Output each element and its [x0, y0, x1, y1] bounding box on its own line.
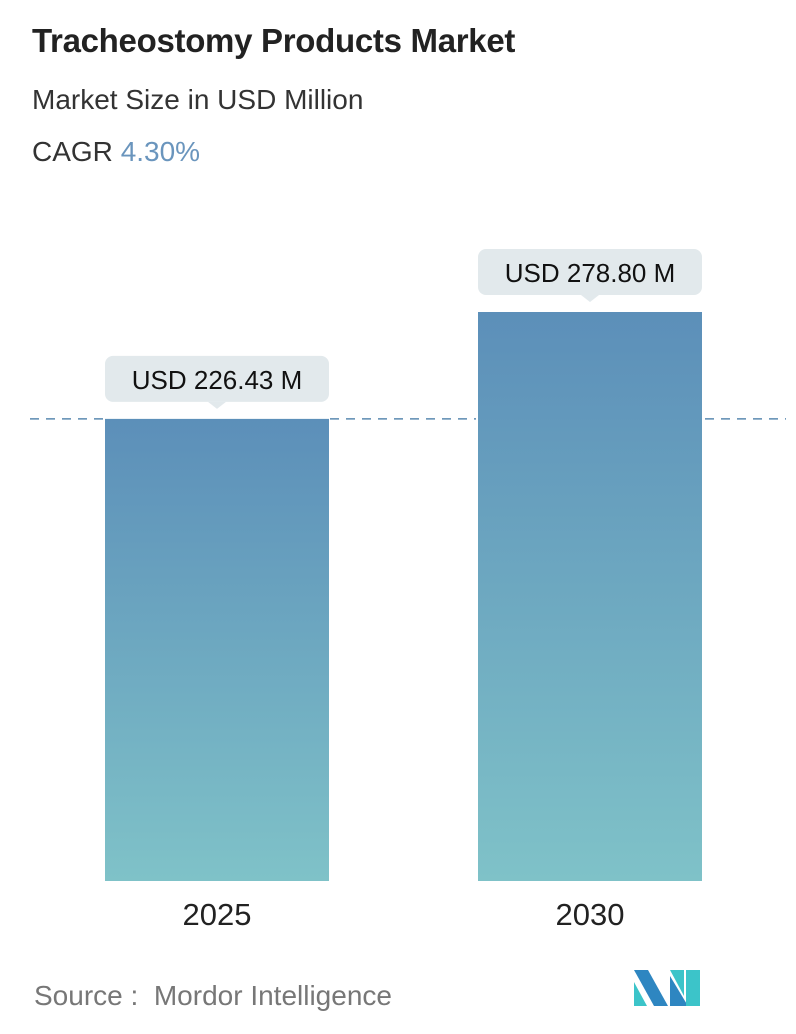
source: Source : Mordor Intelligence	[34, 980, 392, 1012]
mordor-intelligence-logo	[634, 970, 700, 1006]
data-label-box	[478, 249, 702, 295]
chart-subtitle: Market Size in USD Million	[32, 84, 364, 115]
data-label-pointer	[581, 295, 599, 302]
bar-2025	[105, 418, 329, 881]
data-label-box	[105, 355, 329, 402]
cagr-value: 4.30%	[120, 136, 201, 167]
data-label: USD 278.80 M	[505, 258, 676, 288]
x-tick-label: 2025	[183, 897, 252, 932]
cagr: CAGR 4.30%	[32, 136, 200, 168]
data-label-pointer	[208, 401, 226, 409]
x-tick-label: 2030	[556, 897, 625, 932]
chart-title: Tracheostomy Products Market	[32, 22, 516, 59]
source-label: Source :	[34, 980, 139, 1011]
cagr-label: CAGR	[32, 136, 113, 167]
data-label: USD 226.43 M	[132, 365, 303, 395]
bar-2030	[478, 312, 702, 881]
source-value: Mordor Intelligence	[153, 980, 392, 1011]
bar-chart: USD 226.43 M 2025 USD 278.80 M 2030	[30, 249, 786, 932]
